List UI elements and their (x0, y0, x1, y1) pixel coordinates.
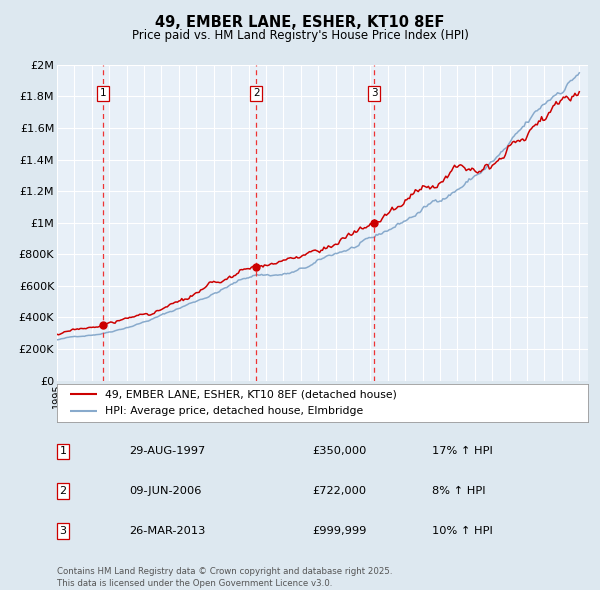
Text: 49, EMBER LANE, ESHER, KT10 8EF (detached house): 49, EMBER LANE, ESHER, KT10 8EF (detache… (105, 389, 397, 399)
Text: 26-MAR-2013: 26-MAR-2013 (129, 526, 205, 536)
Text: 17% ↑ HPI: 17% ↑ HPI (432, 447, 493, 456)
Text: 3: 3 (371, 88, 377, 99)
Text: 1: 1 (100, 88, 107, 99)
Text: 10% ↑ HPI: 10% ↑ HPI (432, 526, 493, 536)
Text: 2: 2 (59, 486, 67, 496)
Text: 29-AUG-1997: 29-AUG-1997 (129, 447, 205, 456)
Text: £350,000: £350,000 (312, 447, 367, 456)
Text: 09-JUN-2006: 09-JUN-2006 (129, 486, 202, 496)
Text: £722,000: £722,000 (312, 486, 366, 496)
Text: Price paid vs. HM Land Registry's House Price Index (HPI): Price paid vs. HM Land Registry's House … (131, 29, 469, 42)
Text: £999,999: £999,999 (312, 526, 367, 536)
Text: 2: 2 (253, 88, 259, 99)
Text: 8% ↑ HPI: 8% ↑ HPI (432, 486, 485, 496)
Text: 49, EMBER LANE, ESHER, KT10 8EF: 49, EMBER LANE, ESHER, KT10 8EF (155, 15, 445, 30)
Text: HPI: Average price, detached house, Elmbridge: HPI: Average price, detached house, Elmb… (105, 406, 363, 416)
Text: Contains HM Land Registry data © Crown copyright and database right 2025.
This d: Contains HM Land Registry data © Crown c… (57, 568, 392, 588)
Text: 3: 3 (59, 526, 67, 536)
Text: 1: 1 (59, 447, 67, 456)
